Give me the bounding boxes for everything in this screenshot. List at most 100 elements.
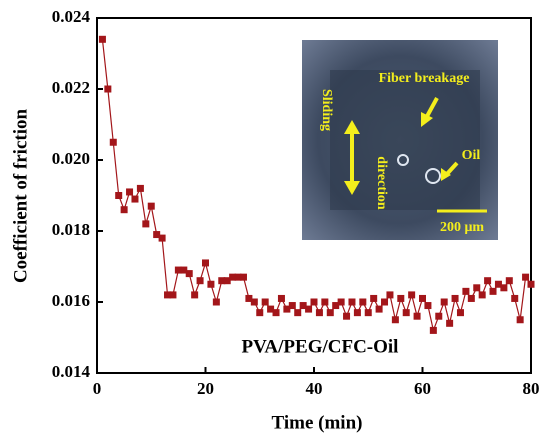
marker (353, 309, 361, 317)
marker (397, 294, 405, 302)
marker (451, 294, 459, 302)
marker (375, 305, 383, 313)
marker (277, 294, 285, 302)
marker (272, 309, 280, 317)
marker (456, 309, 464, 317)
x-tick-label: 20 (197, 379, 214, 398)
marker (332, 302, 340, 310)
marker (169, 291, 177, 299)
x-tick-label: 0 (93, 379, 102, 398)
marker (283, 305, 291, 313)
x-tick-label: 80 (523, 379, 540, 398)
marker (516, 316, 524, 324)
marker (288, 302, 296, 310)
arrow-head (441, 168, 451, 181)
marker (408, 291, 416, 299)
marker (153, 231, 161, 239)
marker (126, 188, 134, 196)
marker (294, 309, 302, 317)
y-tick-label: 0.016 (52, 291, 90, 310)
inset-label: 200 μm (440, 220, 484, 235)
marker (370, 294, 378, 302)
marker (164, 291, 172, 299)
marker (391, 316, 399, 324)
x-tick-label: 40 (306, 379, 323, 398)
marker (174, 266, 182, 274)
marker (386, 291, 394, 299)
marker (500, 284, 508, 292)
marker (527, 280, 535, 288)
marker (381, 298, 389, 306)
marker (413, 312, 421, 320)
marker (245, 294, 253, 302)
y-tick-label: 0.020 (52, 149, 90, 168)
marker (158, 234, 166, 242)
marker (522, 273, 530, 281)
marker (267, 305, 275, 313)
marker (462, 287, 470, 295)
arrow-head (344, 120, 360, 134)
marker (348, 298, 356, 306)
marker (109, 138, 117, 146)
inset-label: Sliding (319, 89, 334, 131)
marker (212, 298, 220, 306)
marker (202, 259, 209, 267)
x-tick-label: 60 (414, 379, 431, 398)
marker (131, 195, 139, 203)
marker (494, 280, 502, 288)
y-tick-label: 0.022 (52, 78, 90, 97)
marker (440, 298, 448, 306)
marker (435, 312, 443, 320)
marker (489, 287, 497, 295)
marker (467, 294, 475, 302)
marker (511, 294, 519, 302)
x-axis-title: Time (min) (272, 412, 363, 433)
marker (299, 302, 307, 310)
marker (261, 298, 269, 306)
marker (310, 298, 318, 306)
marker (234, 273, 242, 281)
marker (315, 309, 323, 317)
inset-label: direction (374, 156, 389, 210)
marker (429, 326, 437, 334)
marker (239, 273, 247, 281)
inset-label: Fiber breakage (379, 71, 470, 86)
y-tick-label: 0.024 (52, 7, 91, 26)
marker (256, 309, 264, 317)
y-tick-label: 0.018 (52, 220, 90, 239)
oil-droplet (397, 154, 409, 166)
marker (305, 305, 313, 313)
marker (473, 284, 481, 292)
marker (223, 277, 231, 285)
marker (359, 298, 367, 306)
marker (136, 184, 144, 192)
inset-image: Fiber breakage Sliding direction Oil 200… (302, 40, 498, 240)
marker (505, 277, 513, 285)
marker (484, 277, 492, 285)
plot-frame (96, 17, 532, 374)
marker (207, 280, 215, 288)
marker (229, 273, 237, 281)
marker (419, 294, 426, 302)
arrow-head (344, 181, 360, 195)
marker (478, 291, 486, 299)
marker (402, 309, 410, 317)
y-axis-title: Coefficient of friction (10, 109, 31, 284)
marker (104, 85, 112, 93)
annotation: PVA/PEG/CFC-Oil (242, 336, 399, 357)
marker (185, 270, 193, 278)
arrow-head (421, 112, 433, 127)
marker (147, 202, 155, 210)
marker (364, 309, 372, 317)
marker (180, 266, 188, 274)
marker (424, 302, 432, 310)
inset-label: Oil (462, 148, 481, 163)
marker (446, 319, 454, 327)
oil-droplet (425, 168, 441, 184)
marker (98, 35, 106, 43)
marker (142, 220, 150, 228)
marker (218, 277, 226, 285)
marker (115, 192, 123, 199)
